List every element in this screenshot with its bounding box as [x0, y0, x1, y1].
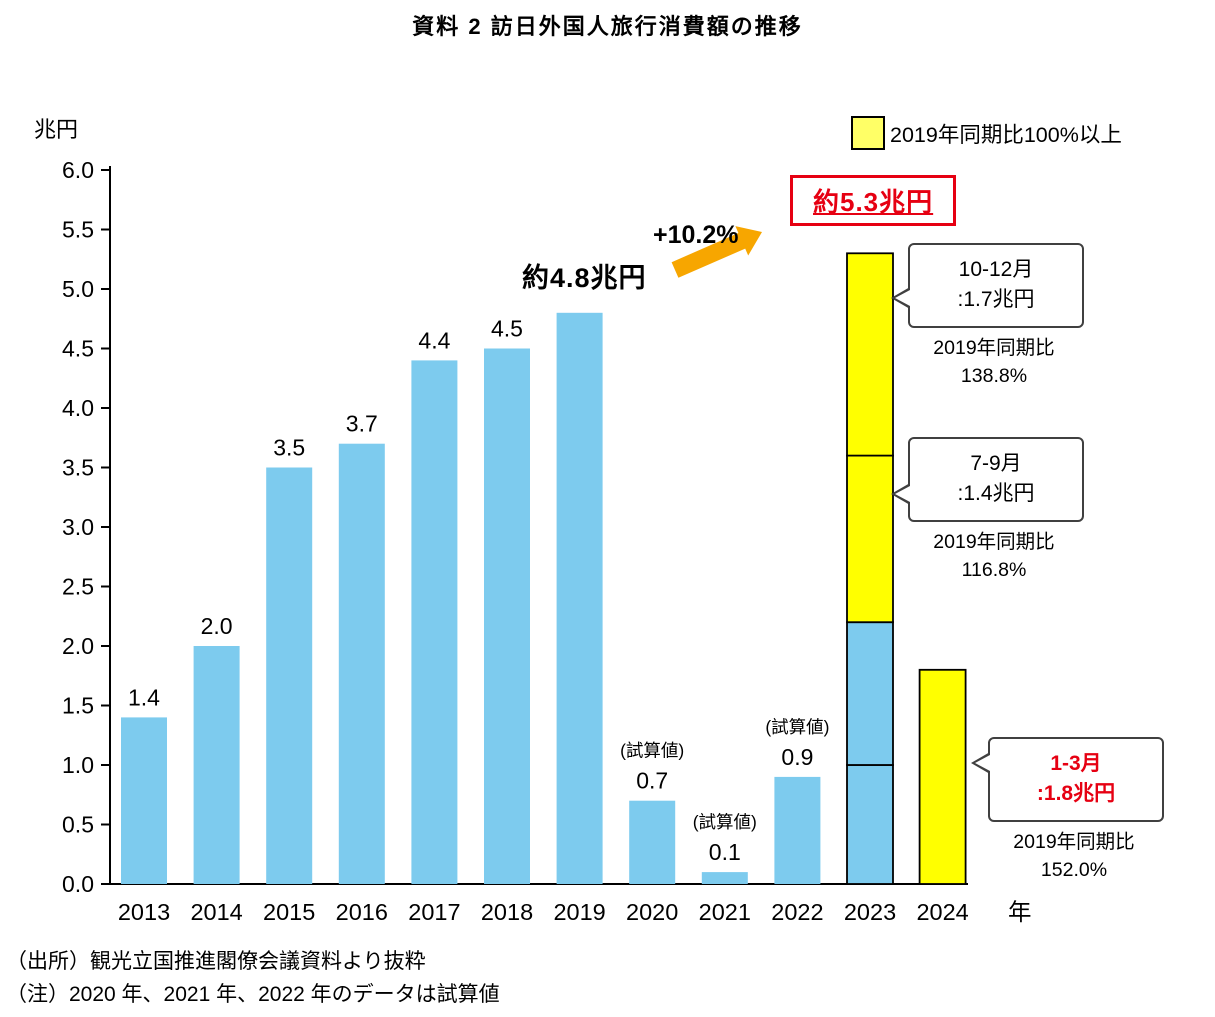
bar-value-label-2020: 0.7 — [636, 768, 668, 794]
callout-q1-2024: 1-3月 :1.8兆円 — [988, 737, 1164, 822]
bar-value-label-2015: 3.5 — [273, 435, 305, 461]
chart-title: 資料 2 訪日外国人旅行消費額の推移 — [412, 14, 803, 39]
bar-2023-segment-3 — [846, 252, 894, 457]
bar-2014-segment-0 — [193, 646, 240, 884]
annotation-growth-rate: +10.2% — [653, 221, 739, 249]
bar-2018-segment-0 — [484, 348, 530, 884]
y-tick-label: 5.5 — [62, 217, 94, 243]
callout-q3-value: :1.4兆円 — [957, 482, 1035, 506]
callout-q3-comparison-label: 2019年同期比 — [933, 531, 1055, 553]
bar-2017-segment-0 — [411, 360, 458, 884]
bar-2024-segment-0 — [918, 668, 967, 885]
y-tick-label: 3.0 — [62, 514, 94, 540]
callout-q1-comparison: 2019年同期比 152.0% — [986, 828, 1162, 885]
bar-value-label-2018: 4.5 — [491, 316, 523, 342]
bar-2013-segment-0 — [121, 717, 167, 884]
y-tick-label: 5.0 — [62, 276, 94, 302]
estimate-note: （注）2020 年、2021 年、2022 年のデータは試算値 — [6, 982, 500, 1006]
y-tick-label: 0.0 — [62, 871, 94, 897]
annotation-2019-value: 約4.8兆円 — [522, 263, 647, 293]
callout-q4-value: :1.7兆円 — [957, 288, 1035, 312]
callout-q1-comparison-value: 152.0% — [1040, 859, 1108, 882]
x-label-2016: 2016 — [336, 899, 388, 925]
bar-2021-segment-0 — [701, 872, 748, 884]
callout-q1-value: :1.8兆円 — [1036, 782, 1116, 806]
bar-2023-segment-0 — [846, 764, 894, 885]
callout-q4-period: 10-12月 — [958, 258, 1034, 281]
y-tick-label: 2.5 — [62, 574, 94, 600]
callout-q3-comparison: 2019年同期比 116.8% — [906, 528, 1082, 585]
callout-q4-comparison-label: 2019年同期比 — [933, 337, 1055, 359]
y-tick-label: 4.0 — [62, 395, 94, 421]
bar-value-label-2014: 2.0 — [201, 613, 233, 639]
bar-2022-segment-0 — [774, 776, 821, 884]
callout-q3-comparison-value: 116.8% — [961, 559, 1027, 582]
y-tick-label: 6.0 — [62, 157, 94, 183]
callout-q4-comparison: 2019年同期比 138.8% — [906, 334, 1082, 391]
y-tick-label: 4.5 — [62, 336, 94, 362]
callout-q3-period: 7-9月 — [970, 452, 1022, 475]
x-label-2015: 2015 — [263, 899, 315, 925]
bar-value-label-2017: 4.4 — [418, 327, 450, 353]
y-tick-label: 2.0 — [62, 633, 94, 659]
callout-q4-2023: 10-12月 :1.7兆円 — [908, 243, 1084, 328]
bar-value-label-2016: 3.7 — [346, 411, 378, 437]
x-label-2021: 2021 — [699, 899, 751, 925]
bar-2016-segment-0 — [338, 443, 385, 884]
x-label-2023: 2023 — [844, 899, 896, 925]
y-tick-label: 0.5 — [62, 812, 94, 838]
bar-value-label-2021: 0.1 — [709, 839, 741, 865]
y-axis-unit-label: 兆円 — [34, 117, 79, 142]
callout-q1-comparison-label: 2019年同期比 — [1013, 831, 1135, 853]
growth-arrow-icon — [671, 226, 762, 278]
callout-q1-period: 1-3月 — [1050, 752, 1102, 775]
bar-note-label-2021: (試算値) — [693, 812, 757, 832]
bar-2023-segment-2 — [846, 454, 894, 624]
legend-label: 2019年同期比100%以上 — [890, 122, 1122, 147]
x-axis-unit-label: 年 — [1008, 899, 1032, 925]
x-label-2018: 2018 — [481, 899, 533, 925]
x-label-2024: 2024 — [916, 899, 968, 925]
legend: 2019年同期比100%以上 — [851, 116, 1122, 150]
callout-q4-comparison-value: 138.8% — [960, 365, 1028, 388]
callout-q3-2023: 7-9月 :1.4兆円 — [908, 437, 1084, 522]
y-tick-label: 3.5 — [62, 455, 94, 481]
x-label-2019: 2019 — [553, 899, 605, 925]
y-tick-label: 1.0 — [62, 752, 94, 778]
bar-2019-segment-0 — [556, 312, 603, 884]
annotation-2023-value: 約5.3兆円 — [790, 175, 957, 226]
bar-2023-segment-1 — [846, 621, 894, 766]
source-notes: （出所）観光立国推進閣僚会議資料より抜粋 （注）2020 年、2021 年、20… — [6, 946, 500, 1011]
bar-value-label-2022: 0.9 — [781, 744, 813, 770]
bar-2020-segment-0 — [629, 800, 676, 884]
legend-swatch — [851, 116, 885, 150]
bar-2015-segment-0 — [266, 467, 313, 884]
x-label-2020: 2020 — [626, 899, 678, 925]
bar-value-label-2013: 1.4 — [128, 684, 160, 710]
x-label-2013: 2013 — [118, 899, 170, 925]
source-note: （出所）観光立国推進閣僚会議資料より抜粋 — [6, 950, 426, 973]
bar-note-label-2022: (試算値) — [765, 717, 829, 737]
y-tick-label: 1.5 — [62, 693, 94, 719]
x-label-2022: 2022 — [771, 899, 823, 925]
x-label-2017: 2017 — [408, 899, 460, 925]
x-label-2014: 2014 — [190, 899, 242, 925]
bar-note-label-2020: (試算値) — [620, 741, 684, 761]
